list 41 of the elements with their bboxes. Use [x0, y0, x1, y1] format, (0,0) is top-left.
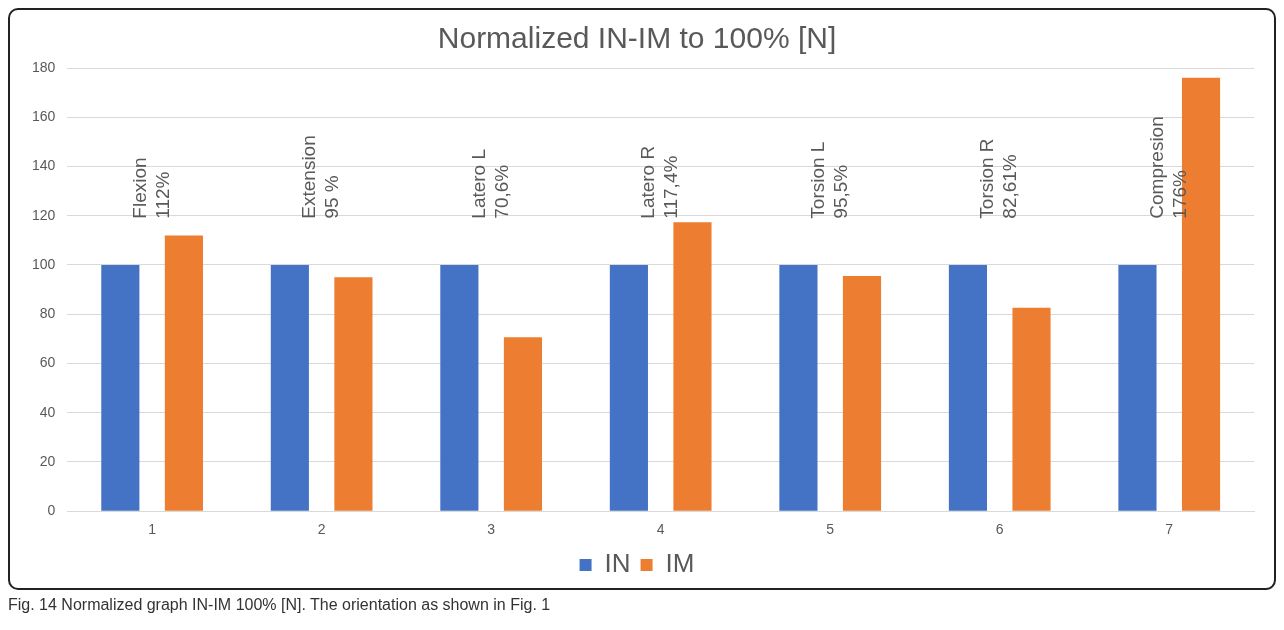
y-tick-label: 120 — [32, 206, 56, 223]
bar — [270, 264, 309, 511]
bar — [101, 264, 140, 511]
y-tick-label: 20 — [39, 452, 56, 469]
bar — [164, 235, 203, 511]
x-tick-label: 6 — [995, 521, 1004, 538]
x-tick-label: 4 — [656, 521, 665, 538]
x-tick-label: 2 — [317, 521, 326, 538]
bar — [779, 264, 818, 511]
y-tick-label: 80 — [39, 305, 56, 322]
annotation: Latero L 70,6% — [467, 148, 512, 219]
x-tick-label: 5 — [826, 521, 835, 538]
x-tick-label: 3 — [487, 521, 496, 538]
caption: Fig. 14 Normalized graph IN-IM 100% [N]. The orientation as shown in Fig. 1 — [8, 596, 552, 614]
annotation: Torsion L 95,5% — [806, 141, 851, 219]
bar — [503, 337, 543, 511]
legend-label: IN — [604, 548, 631, 579]
bar — [673, 222, 712, 511]
annotation: Latero R 117,4% — [637, 145, 682, 219]
bar — [334, 277, 373, 511]
bar — [609, 264, 648, 511]
x-tick-label: 1 — [148, 521, 157, 538]
chart-title: Normalized IN-IM to 100% [N] — [437, 21, 837, 55]
y-tick-label: 160 — [32, 108, 56, 125]
y-tick-label: 100 — [32, 255, 56, 272]
annotation: Extension 95 % — [298, 135, 343, 219]
y-tick-label: 60 — [39, 354, 56, 371]
annotation: Torsion R 82,61% — [976, 138, 1021, 219]
legend-label: IM — [665, 548, 695, 579]
bar — [440, 264, 479, 511]
bar — [1118, 264, 1157, 511]
bar — [842, 276, 882, 511]
bar — [1012, 307, 1051, 511]
annotation: Compresion 176% — [1145, 116, 1190, 219]
annotation: Flexion 112% — [128, 157, 173, 219]
y-tick-label: 40 — [39, 403, 56, 420]
x-tick-label: 7 — [1165, 521, 1174, 538]
bar — [948, 264, 988, 511]
y-tick-label: 0 — [47, 502, 56, 519]
y-tick-label: 140 — [32, 157, 56, 174]
y-tick-label: 180 — [32, 58, 56, 75]
